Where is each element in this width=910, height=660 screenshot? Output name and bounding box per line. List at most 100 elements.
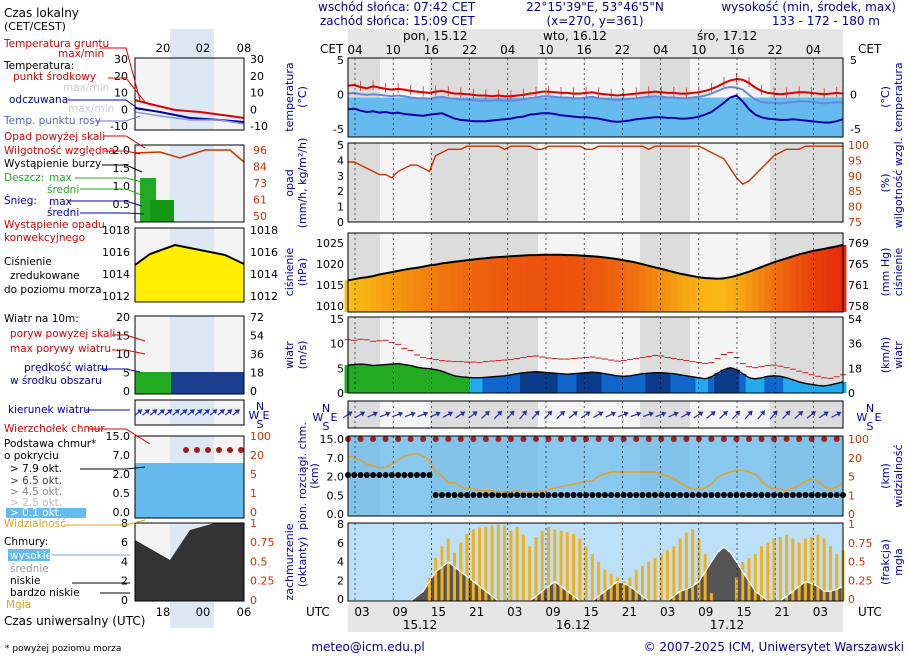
fog-bar	[528, 546, 532, 601]
mini-temp-tick-left: 20	[114, 70, 128, 83]
pressure-bar	[488, 257, 496, 312]
mini-pressure-fill	[135, 245, 244, 302]
mini-wind-tick-left: 0	[123, 385, 130, 398]
top-date-strip	[348, 29, 843, 58]
wind-arrow	[580, 411, 591, 419]
pressure-bar	[801, 252, 809, 312]
pressure-bar	[751, 269, 759, 312]
fog-bar	[703, 554, 707, 601]
mini-cover-tick-left: 4	[121, 555, 128, 568]
pressure-bar	[394, 270, 402, 312]
humidity-tick: 85	[848, 185, 862, 198]
legend-dew-point: Temp. punktu rosy	[3, 115, 101, 127]
fog-bar	[785, 534, 789, 601]
fog-bar	[822, 538, 826, 601]
sunset: zachód słońca: 15:09 CET	[320, 14, 475, 28]
pressure-mm-tick: 761	[848, 279, 869, 292]
wind-arrow-head	[685, 411, 691, 417]
humidity-tick: 90	[848, 170, 862, 183]
wind-kmh-tick: 0	[848, 387, 855, 400]
wind-speed-bar	[795, 381, 803, 393]
legend-convective-1: Wystąpienie opadu	[4, 219, 105, 231]
wind-speed-bar	[588, 372, 596, 393]
temp-tick-right: 0	[850, 89, 857, 102]
fog-bar	[509, 530, 513, 601]
fog-tick: 0	[848, 593, 855, 606]
wind-speed-bar	[444, 373, 452, 393]
pressure-bar	[601, 257, 609, 312]
legend-cover-high: wysokie	[10, 550, 52, 562]
cloud-base-dot	[771, 492, 778, 498]
mini-top-tick: 02	[196, 41, 211, 55]
mini-cover-tick-right: 0	[250, 594, 257, 607]
cloud-base-dot	[821, 492, 828, 498]
wind-arrow	[794, 410, 804, 420]
hour-top: 16	[577, 43, 592, 57]
mini-temp-tick-right: 20	[250, 70, 264, 83]
wind-arrow-head	[559, 411, 565, 416]
humidity-tick: 100	[848, 139, 869, 152]
wind-arrow	[706, 410, 716, 419]
footer: * powyżej poziomu morza meteo@icm.edu.pl…	[5, 640, 904, 654]
mini-wind-arrow	[202, 408, 210, 416]
pressure-bar	[639, 264, 646, 312]
wind-speed-bar	[375, 365, 383, 393]
mini-wind-frame	[134, 315, 245, 395]
mini-wind-arrow	[149, 408, 158, 416]
fog-bar	[465, 533, 469, 601]
pressure-bar	[545, 254, 552, 312]
mini-wind-arrow-head	[227, 409, 233, 415]
hour-bottom: 09	[698, 605, 713, 619]
cet-label-left: CET	[320, 42, 344, 56]
cloud-tick: 0.0	[327, 508, 345, 521]
pressure-bar	[413, 267, 421, 312]
legend-cover-high-bg	[8, 549, 50, 561]
pressure-bar	[595, 256, 603, 312]
cloud-top-dot	[407, 436, 414, 442]
wind-arrow-head	[722, 411, 728, 417]
cloud-base-dot	[382, 472, 389, 478]
wind-speed-bar	[526, 372, 534, 393]
fog-bar	[709, 593, 713, 601]
axis-title-hum: wilgotność wzgl.	[892, 138, 905, 228]
mini-wind-arrow	[134, 408, 143, 416]
wind-tick: 15	[330, 313, 344, 326]
fog-bar	[760, 546, 764, 601]
fog-bar	[803, 538, 807, 601]
mini-cover-tick-left: 8	[121, 517, 128, 530]
cloud-top-dot	[520, 436, 527, 442]
wind-arrow-head	[747, 410, 753, 416]
pressure-bar	[582, 255, 590, 312]
wind-arrow	[417, 411, 429, 418]
compass-n: N	[322, 402, 330, 415]
hour-bottom: 15	[736, 605, 751, 619]
mini-cloud-top-dot	[194, 447, 200, 453]
cloud-base-dot	[833, 492, 840, 498]
mini-cover-tick-right: 0.25	[250, 575, 275, 588]
legend-leader-line	[64, 519, 146, 526]
pressure-bar	[733, 275, 740, 312]
mini-precip-tick-right: 61	[253, 194, 267, 207]
mini-pressure-line	[134, 243, 245, 266]
humidity-tick: 75	[848, 216, 862, 229]
wind-speed-bar	[701, 378, 709, 393]
mini-wind-arrow-head	[144, 409, 150, 415]
wind-arrow-head	[372, 411, 378, 417]
wind-arrow	[719, 410, 729, 420]
pressure-bar	[501, 256, 509, 312]
temp-tick: -5	[333, 123, 344, 136]
legend-cloud-65: > 6.5 okt.	[10, 475, 62, 487]
cloud-base-dot	[551, 492, 558, 498]
wind-speed-bar	[808, 384, 816, 393]
pressure-bar	[707, 278, 715, 312]
hour-bottom: 03	[507, 605, 522, 619]
fog-bar	[816, 534, 820, 601]
cet-label-right: CET	[858, 42, 882, 56]
cloud-base-dot	[683, 492, 690, 498]
mini-bottom-strip	[170, 602, 214, 628]
mini-wind-tick-right: 0	[250, 385, 257, 398]
bottom-date-strip	[348, 602, 843, 632]
cloud-base-dot	[507, 492, 514, 498]
legend-wind-direction: kierunek wiatru	[8, 404, 90, 416]
